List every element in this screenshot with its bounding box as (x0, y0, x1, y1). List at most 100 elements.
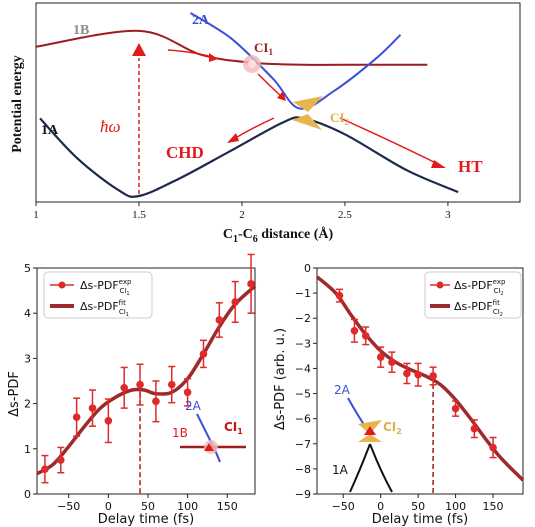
potential-energy-diagram: Potential energy 1 1.5 2 2.5 3 C1-C6 distanc… (10, 2, 521, 245)
left-exp-point (72, 413, 81, 421)
left-exp-point (183, 388, 192, 397)
top-xticks: 1 1.5 2 2.5 3 (33, 202, 451, 221)
right-legend-exp-marker (436, 281, 444, 289)
left-exp-point (199, 350, 208, 358)
right-inset-2a: 2A (334, 383, 351, 397)
right-legend-fit-label: Δs-PDFfit CI2 (454, 299, 503, 318)
arrow-to-ht-head (431, 160, 446, 168)
arrow-down-2a-head (277, 91, 286, 101)
left-legend-fit-label: Δs-PDFfit CI1 (80, 299, 129, 318)
label-2a: 2A (192, 13, 210, 28)
arrow-to-ht (339, 117, 441, 166)
left-xtick-label: 100 (177, 500, 198, 513)
ci2-cone-lower (292, 114, 322, 130)
left-inset-1b: 1B (172, 426, 188, 440)
left-exp-point (136, 380, 144, 389)
left-exp-point (104, 416, 113, 425)
top-plot-frame (35, 2, 521, 203)
right-ytick-label: −8 (295, 463, 311, 476)
left-exp-point (167, 380, 176, 389)
right-ytick-label: −4 (295, 362, 311, 375)
label-ci2: CI2 (330, 110, 349, 127)
right-inset-ci: CI2 (383, 420, 402, 436)
left-ytick-label: 3 (24, 352, 31, 365)
right-exp-point (335, 291, 344, 300)
right-inset-1a-right (369, 443, 393, 493)
top-xtick-label: 3 (445, 209, 451, 221)
right-ytick-label: −5 (295, 388, 311, 401)
arrow-to-chd (231, 117, 275, 141)
left-exp-point (41, 465, 49, 473)
right-exp-point (451, 404, 460, 413)
right-ylabel: Δs-PDF (arb. u.) (273, 328, 288, 430)
right-exp-point (361, 332, 370, 340)
label-chd: CHD (166, 143, 204, 162)
left-xtick-label: 150 (217, 500, 238, 513)
right-inset-arrowhead (364, 426, 376, 435)
right-legend-exp-label: Δs-PDFexp CI2 (454, 278, 506, 297)
right-legend: Δs-PDFexp CI2 Δs-PDFfit CI2 (424, 271, 522, 319)
right-inset-1a-left (349, 443, 371, 493)
left-plot-frame (36, 267, 256, 495)
left-ytick-label: 0 (24, 488, 31, 501)
curve-1a (39, 116, 459, 198)
arrow-to-ci1-head (209, 53, 218, 62)
ci1-core (248, 60, 256, 68)
top-curves (35, 12, 459, 198)
top-xlabel: C1-C6 distance (Å) (223, 226, 334, 245)
left-data (36, 253, 257, 494)
excitation-arrowhead (132, 43, 146, 56)
right-ytick-label: −7 (295, 438, 311, 451)
top-xtick-label: 1.5 (132, 209, 146, 221)
right-axes: −50 0 50 100 150 −9 −8 −7 −6 −5 −4 −3 −2 −1 0 (295, 262, 504, 513)
top-xtick-label: 2 (239, 209, 245, 221)
right-exp-point (376, 353, 385, 361)
ci2-cone-upper (293, 96, 323, 112)
left-exp-point (120, 383, 128, 392)
right-exp-point (489, 443, 497, 452)
left-xlabel: Delay time (fs) (98, 512, 194, 527)
label-1b: 1B (73, 23, 89, 38)
left-ytick-label: 1 (24, 443, 31, 456)
left-ytick-label: 2 (24, 398, 31, 411)
right-inset-1a: 1A (332, 463, 349, 477)
ci1-panel: Δs-PDF −50 0 50 100 150 0 1 2 3 4 5 Delay time (fs… (7, 253, 257, 527)
right-exp-point (414, 370, 422, 379)
left-ytick-label: 5 (24, 262, 31, 275)
right-ytick-label: 0 (304, 262, 311, 275)
label-ht: HT (458, 157, 483, 176)
right-exp-point (470, 424, 479, 433)
top-xtick-label: 1 (33, 209, 39, 221)
arrow-to-chd-head (227, 133, 239, 143)
right-ytick-label: −6 (295, 413, 311, 426)
left-exp-point (231, 298, 239, 306)
curve-2a (189, 12, 402, 110)
left-ytick-label: 4 (24, 307, 31, 320)
left-axes: −50 0 50 100 150 0 1 2 3 4 5 (24, 262, 238, 513)
right-exp-point (429, 372, 437, 380)
right-ytick-label: −1 (295, 287, 311, 300)
top-ylabel: Potential energy (10, 55, 25, 153)
left-exp-point (152, 397, 160, 406)
right-xlabel: Delay time (fs) (372, 512, 468, 527)
left-fit-line (36, 284, 257, 476)
left-inset-ci: CI1 (224, 420, 243, 436)
left-legend-exp-marker (58, 281, 66, 289)
left-xtick-label: −50 (57, 500, 80, 513)
right-exp-point (350, 326, 359, 335)
right-xtick-label: 50 (411, 500, 425, 513)
top-annotations: 1B 2A 1A CI1 CI2 ħω CHD HT (41, 13, 483, 194)
left-exp-point (88, 404, 97, 412)
left-xtick-label: 50 (141, 500, 155, 513)
right-plot-frame (316, 267, 524, 495)
right-xtick-label: 100 (445, 500, 466, 513)
right-ytick-label: −2 (295, 312, 311, 325)
right-inset-cone-lower (358, 434, 382, 442)
right-ytick-label: −3 (295, 337, 311, 350)
left-ylabel: Δs-PDF (7, 371, 22, 417)
right-data (315, 275, 525, 494)
top-xtick-label: 2.5 (338, 209, 352, 221)
left-exp-point (247, 280, 255, 288)
label-ci1: CI1 (254, 40, 273, 57)
left-inset-2a: 2A (185, 399, 202, 413)
